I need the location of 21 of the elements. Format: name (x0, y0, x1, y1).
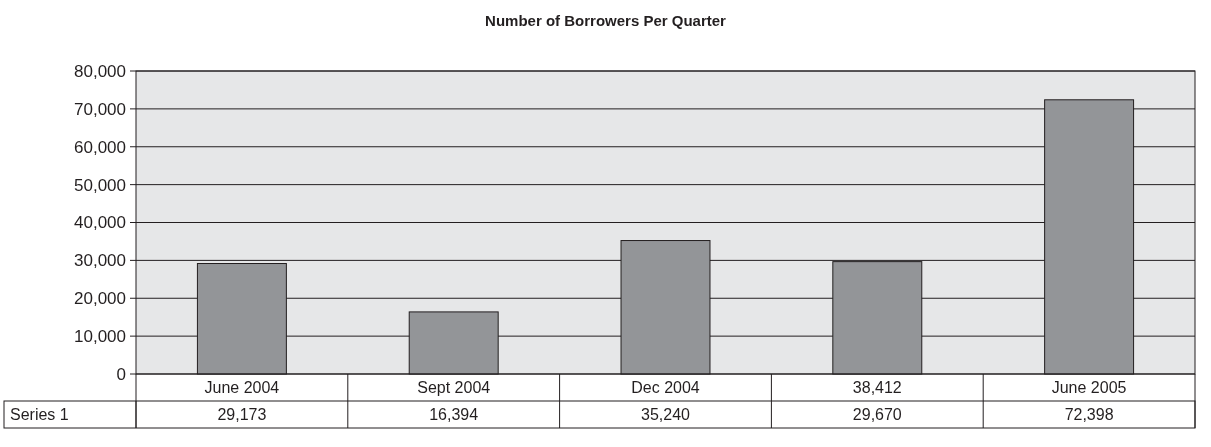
x-tick-label: June 2004 (204, 379, 280, 397)
x-tick-label: June 2005 (1051, 379, 1127, 397)
chart-title: Number of Borrowers Per Quarter (485, 12, 727, 29)
y-tick-label: 70,000 (74, 99, 126, 119)
x-tick-label: 38,412 (852, 379, 902, 397)
y-tick-label: 0 (116, 364, 126, 384)
y-tick-label: 30,000 (74, 251, 126, 271)
data-label: 29,173 (217, 406, 267, 424)
y-tick-label: 10,000 (74, 327, 126, 347)
y-tick-label: 80,000 (74, 61, 126, 81)
data-label: 16,394 (429, 406, 479, 424)
y-tick-label: 40,000 (74, 213, 126, 233)
data-label: 29,670 (852, 406, 902, 424)
data-label: 35,240 (641, 406, 691, 424)
data-label: 72,398 (1064, 406, 1114, 424)
y-tick-label: 20,000 (74, 289, 126, 309)
y-tick-label: 60,000 (74, 137, 126, 157)
x-tick-label: Dec 2004 (631, 379, 700, 397)
text: Series 1 (10, 406, 69, 424)
y-tick-label: 50,000 (74, 175, 126, 195)
x-tick-label: Sept 2004 (417, 379, 491, 397)
